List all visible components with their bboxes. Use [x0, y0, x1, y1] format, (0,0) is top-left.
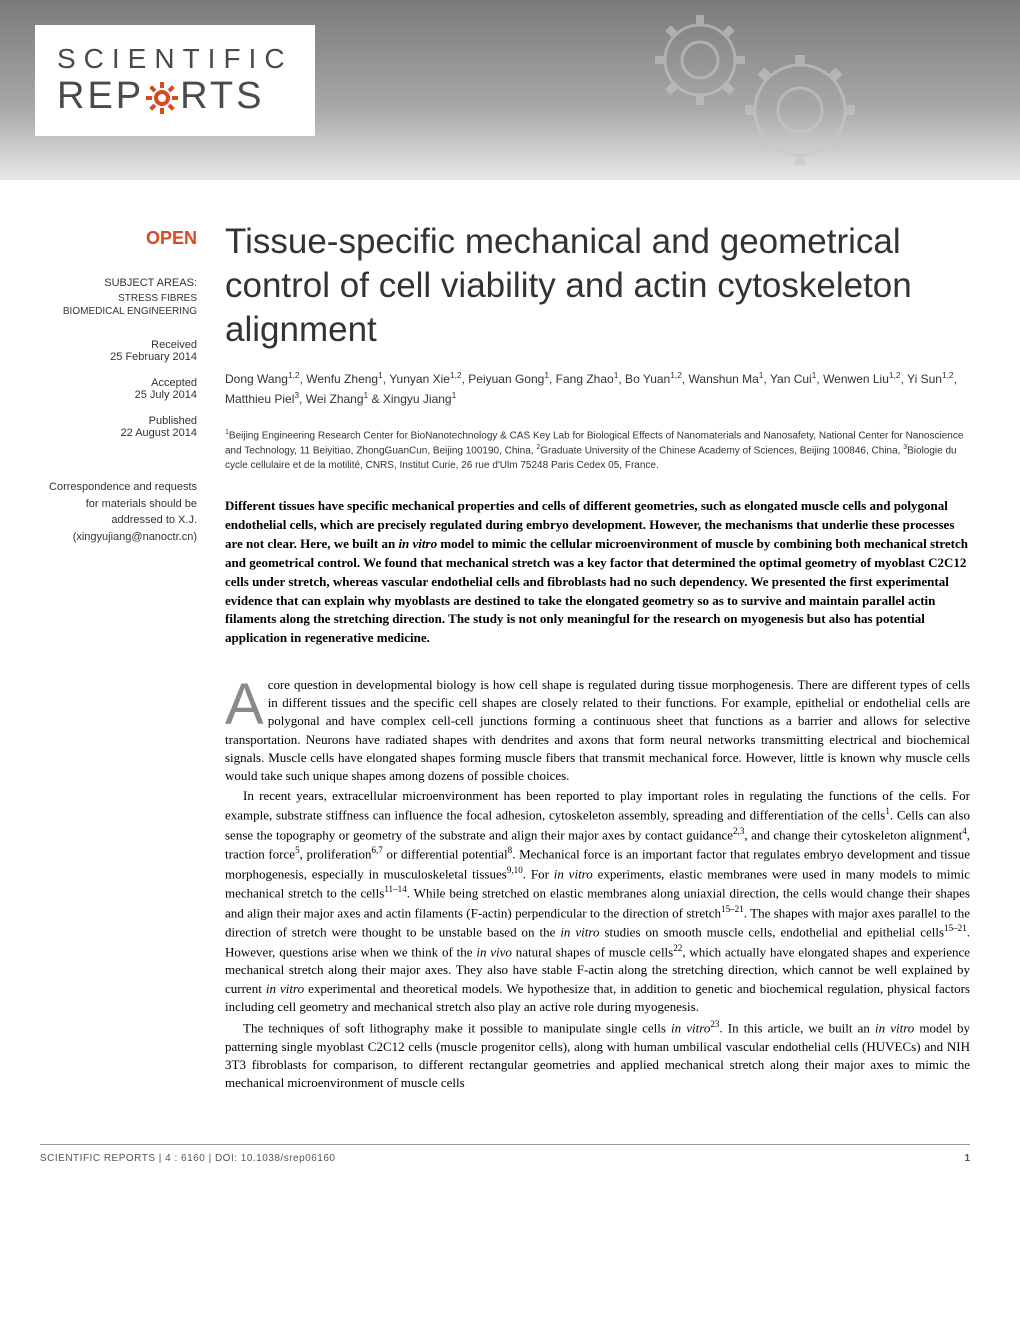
page-footer: SCIENTIFIC REPORTS | 4 : 6160 | DOI: 10.…	[40, 1144, 970, 1184]
article-sidebar: OPEN SUBJECT AREAS: STRESS FIBRES BIOMED…	[40, 220, 215, 1094]
article-title: Tissue-specific mechanical and geometric…	[225, 220, 970, 351]
journal-logo: SCIENTIFIC REP	[35, 25, 315, 136]
footer-page-number: 1	[964, 1153, 970, 1164]
subject-areas-label: SUBJECT AREAS:	[40, 277, 197, 289]
footer-citation: SCIENTIFIC REPORTS | 4 : 6160 | DOI: 10.…	[40, 1153, 335, 1164]
abstract-text: Different tissues have specific mechanic…	[225, 497, 970, 648]
authors-list: Dong Wang1,2, Wenfu Zheng1, Yunyan Xie1,…	[225, 369, 970, 409]
published-date: 22 August 2014	[40, 427, 197, 439]
article-body: Acore question in developmental biology …	[225, 676, 970, 1092]
received-label: Received	[40, 339, 197, 351]
gear-icon	[146, 81, 178, 113]
accepted-date: 25 July 2014	[40, 389, 197, 401]
affiliations-list: 1Beijing Engineering Research Center for…	[225, 428, 970, 474]
subject-area-item: STRESS FIBRES	[40, 293, 197, 304]
logo-part2: RTS	[180, 75, 264, 118]
correspondence-block: Correspondence and requests for material…	[40, 479, 197, 545]
accepted-label: Accepted	[40, 377, 197, 389]
subject-areas-block: SUBJECT AREAS: STRESS FIBRES BIOMEDICAL …	[40, 277, 197, 317]
logo-part1: REP	[57, 75, 144, 118]
received-date: 25 February 2014	[40, 351, 197, 363]
open-access-badge: OPEN	[40, 228, 197, 249]
article-main: Tissue-specific mechanical and geometric…	[215, 220, 970, 1094]
journal-header-banner: SCIENTIFIC REP	[0, 0, 1020, 180]
decorative-gears	[620, 10, 900, 175]
dates-block: Received 25 February 2014 Accepted 25 Ju…	[40, 339, 197, 439]
logo-text-line2: REP RTS	[57, 75, 293, 118]
subject-area-item: BIOMEDICAL ENGINEERING	[40, 306, 197, 317]
content-wrapper: OPEN SUBJECT AREAS: STRESS FIBRES BIOMED…	[0, 180, 1020, 1124]
published-label: Published	[40, 415, 197, 427]
logo-text-line1: SCIENTIFIC	[57, 43, 293, 75]
